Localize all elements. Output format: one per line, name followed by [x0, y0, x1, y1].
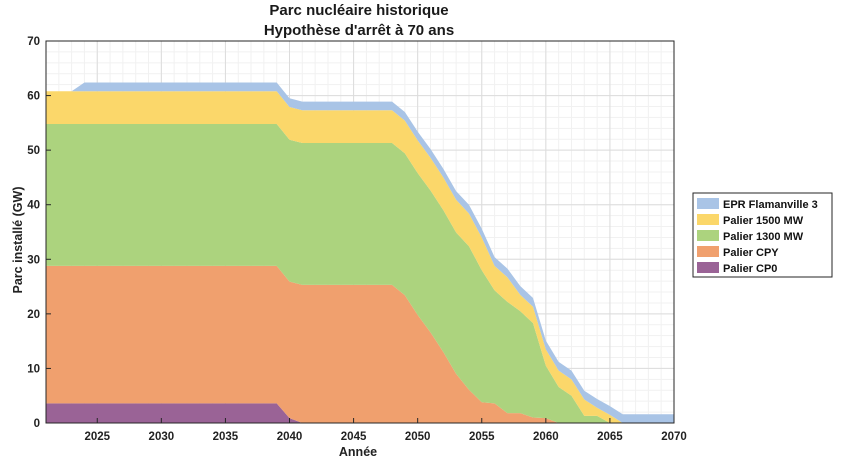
x-tick-label: 2055 — [469, 431, 495, 443]
area-series-group — [46, 82, 674, 423]
axes-box — [45, 40, 675, 424]
y-tick-label: 40 — [27, 200, 40, 212]
x-tick-label: 2060 — [533, 431, 559, 443]
chart-title-group: Parc nucléaire historique Hypothèse d'ar… — [264, 2, 454, 39]
x-tick-label: 2035 — [213, 431, 239, 443]
tick-labels: 2025 2030 2035 2040 2045 2050 2055 2060 2065 2070… — [27, 36, 687, 443]
y-tick-label: 60 — [27, 91, 40, 103]
legend-label-epr-flamanville-3: EPR Flamanville 3 — [723, 199, 818, 211]
plot-frame — [45, 40, 675, 424]
y-tick-label: 0 — [34, 418, 40, 430]
legend-label-palier-1500-mw: Palier 1500 MW — [723, 215, 804, 227]
y-tick-label: 50 — [27, 145, 40, 157]
x-tick-label: 2030 — [149, 431, 175, 443]
x-tick-label: 2040 — [277, 431, 303, 443]
x-tick-label: 2050 — [405, 431, 431, 443]
legend-swatch-epr-flamanville-3 — [697, 198, 719, 209]
y-axis-label: Parc installé (GW) — [11, 187, 25, 294]
x-tick-label: 2065 — [597, 431, 623, 443]
y-tick-label: 20 — [27, 309, 40, 321]
x-axis-label: Année — [339, 445, 377, 459]
legend-label-palier-1300-mw: Palier 1300 MW — [723, 231, 804, 243]
area-palier-cpy — [46, 265, 674, 423]
area-palier-cp0 — [46, 403, 674, 423]
x-tick-label: 2045 — [341, 431, 367, 443]
legend: EPR Flamanville 3 Palier 1500 MW Palier 13… — [692, 192, 833, 278]
x-tick-label: 2025 — [84, 431, 110, 443]
legend-label-palier-cp0: Palier CP0 — [723, 263, 777, 275]
x-tick-label: 2070 — [661, 431, 687, 443]
legend-swatch-palier-cpy — [697, 246, 719, 257]
y-tick-label: 10 — [27, 363, 40, 375]
chart-title: Parc nucléaire historique — [269, 2, 448, 19]
legend-swatch-palier-cp0 — [697, 262, 719, 273]
chart-subtitle: Hypothèse d'arrêt à 70 ans — [264, 22, 454, 39]
y-tick-label: 30 — [27, 254, 40, 266]
legend-swatch-palier-1300-mw — [697, 230, 719, 241]
legend-swatch-palier-1500-mw — [697, 214, 719, 225]
legend-label-palier-cpy: Palier CPY — [723, 247, 779, 259]
y-tick-label: 70 — [27, 36, 40, 48]
area-palier-1300-mw — [46, 123, 674, 423]
